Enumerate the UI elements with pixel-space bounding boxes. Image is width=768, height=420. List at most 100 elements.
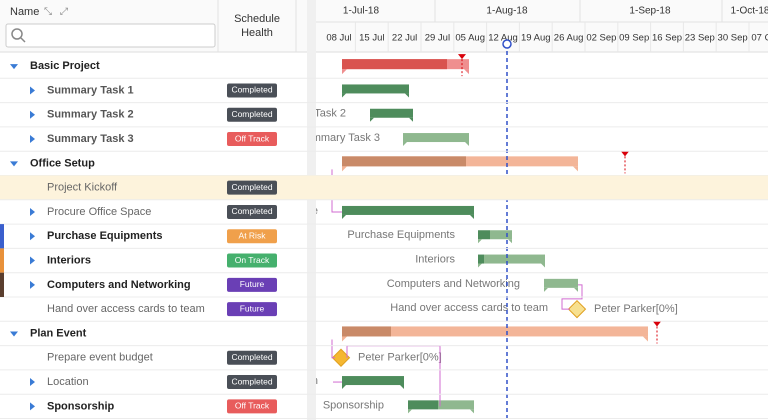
- month-label: 1-Sep-18: [629, 6, 671, 17]
- status-label: Future: [240, 279, 265, 289]
- status-badge: [227, 107, 277, 122]
- day-label: 15 Jul: [359, 33, 384, 44]
- task-bar: [370, 108, 413, 118]
- day-label: 16 Sep: [652, 33, 682, 44]
- expand-arrow[interactable]: [30, 280, 35, 289]
- expand-arrow[interactable]: [30, 232, 35, 241]
- bar-label: Procure Office Space: [214, 205, 318, 217]
- summary-end: [342, 336, 648, 342]
- status-badge: [227, 180, 277, 195]
- status-badge: [227, 277, 277, 292]
- task-bar: [438, 400, 474, 410]
- summary-progress: [342, 326, 391, 337]
- row-color-strip: [0, 248, 4, 273]
- status-badge: [227, 350, 277, 365]
- search-icon: [20, 37, 26, 43]
- day-label: 19 Aug: [521, 33, 551, 44]
- pin-icon[interactable]: ⤡: [44, 7, 52, 18]
- collapse-arrow[interactable]: [10, 64, 18, 70]
- bar-label: Summary Task 3: [298, 132, 380, 144]
- day-label: 23 Sep: [685, 33, 715, 44]
- month-label: 1-Aug-18: [486, 6, 528, 17]
- day-label: 22 Jul: [392, 33, 417, 44]
- status-badge: [227, 83, 277, 98]
- task-bar: [478, 230, 490, 240]
- task-bar: [403, 133, 469, 143]
- task-name: Summary Task 2: [47, 109, 134, 121]
- summary-bar: [342, 326, 648, 337]
- deadline-marker: [653, 321, 661, 327]
- expand-arrow[interactable]: [30, 378, 35, 387]
- task-name: Project Kickoff: [47, 182, 118, 194]
- task-bar: [484, 254, 545, 264]
- status-badge: [227, 132, 277, 147]
- status-badge: [227, 204, 277, 219]
- summary-end: [342, 166, 578, 172]
- splitter[interactable]: [307, 0, 316, 420]
- search-box[interactable]: [5, 23, 216, 48]
- task-name: Purchase Equipments: [47, 230, 163, 242]
- summary-end: [342, 69, 469, 75]
- day-label: 09 Sep: [619, 33, 649, 44]
- status-badge: [227, 399, 277, 414]
- status-label: Completed: [231, 376, 272, 386]
- bar-label: Location: [276, 375, 318, 387]
- status-badge: [227, 229, 277, 244]
- expand-arrow[interactable]: [30, 110, 35, 119]
- day-label: 30 Sep: [718, 33, 748, 44]
- task-name: Basic Project: [30, 60, 100, 72]
- status-label: Completed: [231, 109, 272, 119]
- task-bar: [490, 230, 512, 240]
- status-label: Off Track: [235, 133, 270, 143]
- task-bar: [342, 205, 474, 215]
- health-column-header[interactable]: Schedule Health: [234, 13, 280, 39]
- day-label: 12 Aug: [488, 33, 518, 44]
- expand-arrow[interactable]: [30, 86, 35, 95]
- task-name: Sponsorship: [47, 400, 115, 412]
- collapse-arrow[interactable]: [10, 331, 18, 337]
- day-label: 26 Aug: [554, 33, 584, 44]
- today-marker: [502, 39, 512, 49]
- task-name: Summary Task 1: [47, 84, 134, 96]
- status-label: Completed: [231, 85, 272, 95]
- expand-arrow[interactable]: [30, 256, 35, 265]
- status-badge: [227, 253, 277, 268]
- bar-label: Sponsorship: [323, 399, 384, 411]
- expand-icon[interactable]: ⤢: [60, 7, 68, 18]
- collapse-arrow[interactable]: [10, 161, 18, 167]
- timeline: 1-Jul-18 1-Aug-18 1-Sep-18 1-Oct-18 08 Jul 15…: [214, 0, 768, 420]
- row-color-strip: [0, 224, 4, 249]
- day-label: 29 Jul: [425, 33, 450, 44]
- deadline-marker: [458, 54, 466, 60]
- day-label: 05 Aug: [455, 33, 485, 44]
- bar-label: Summary Task 2: [264, 108, 346, 120]
- task-name: Computers and Networking: [47, 279, 191, 291]
- status-badge: [227, 302, 277, 317]
- expand-arrow[interactable]: [30, 135, 35, 144]
- expand-arrow[interactable]: [30, 207, 35, 216]
- status-label: Completed: [231, 182, 272, 192]
- expand-arrow[interactable]: [30, 402, 35, 411]
- bar-end: [342, 385, 404, 390]
- bar-label: Hand over access cards to team: [390, 302, 548, 314]
- task-name: Plan Event: [30, 327, 87, 339]
- task-bar: [342, 84, 409, 94]
- status-badge: [227, 375, 277, 390]
- bar-label: Purchase Equipments: [347, 229, 455, 241]
- name-column-header[interactable]: Name: [10, 6, 39, 18]
- milestone: [331, 348, 351, 367]
- milestone: [567, 299, 587, 319]
- dependency-line: [331, 339, 335, 359]
- search-icon: [11, 28, 23, 40]
- day-label: 07 Oct: [751, 33, 768, 44]
- bar-end: [478, 239, 512, 244]
- dependency-line: [561, 284, 583, 310]
- bar-end: [403, 142, 469, 147]
- bar-label: Interiors: [415, 253, 455, 265]
- task-name: Interiors: [47, 254, 91, 266]
- status-label: At Risk: [239, 231, 267, 241]
- deadline-marker: [621, 151, 629, 157]
- status-label: On Track: [235, 255, 270, 265]
- task-name: Summary Task 3: [47, 133, 134, 145]
